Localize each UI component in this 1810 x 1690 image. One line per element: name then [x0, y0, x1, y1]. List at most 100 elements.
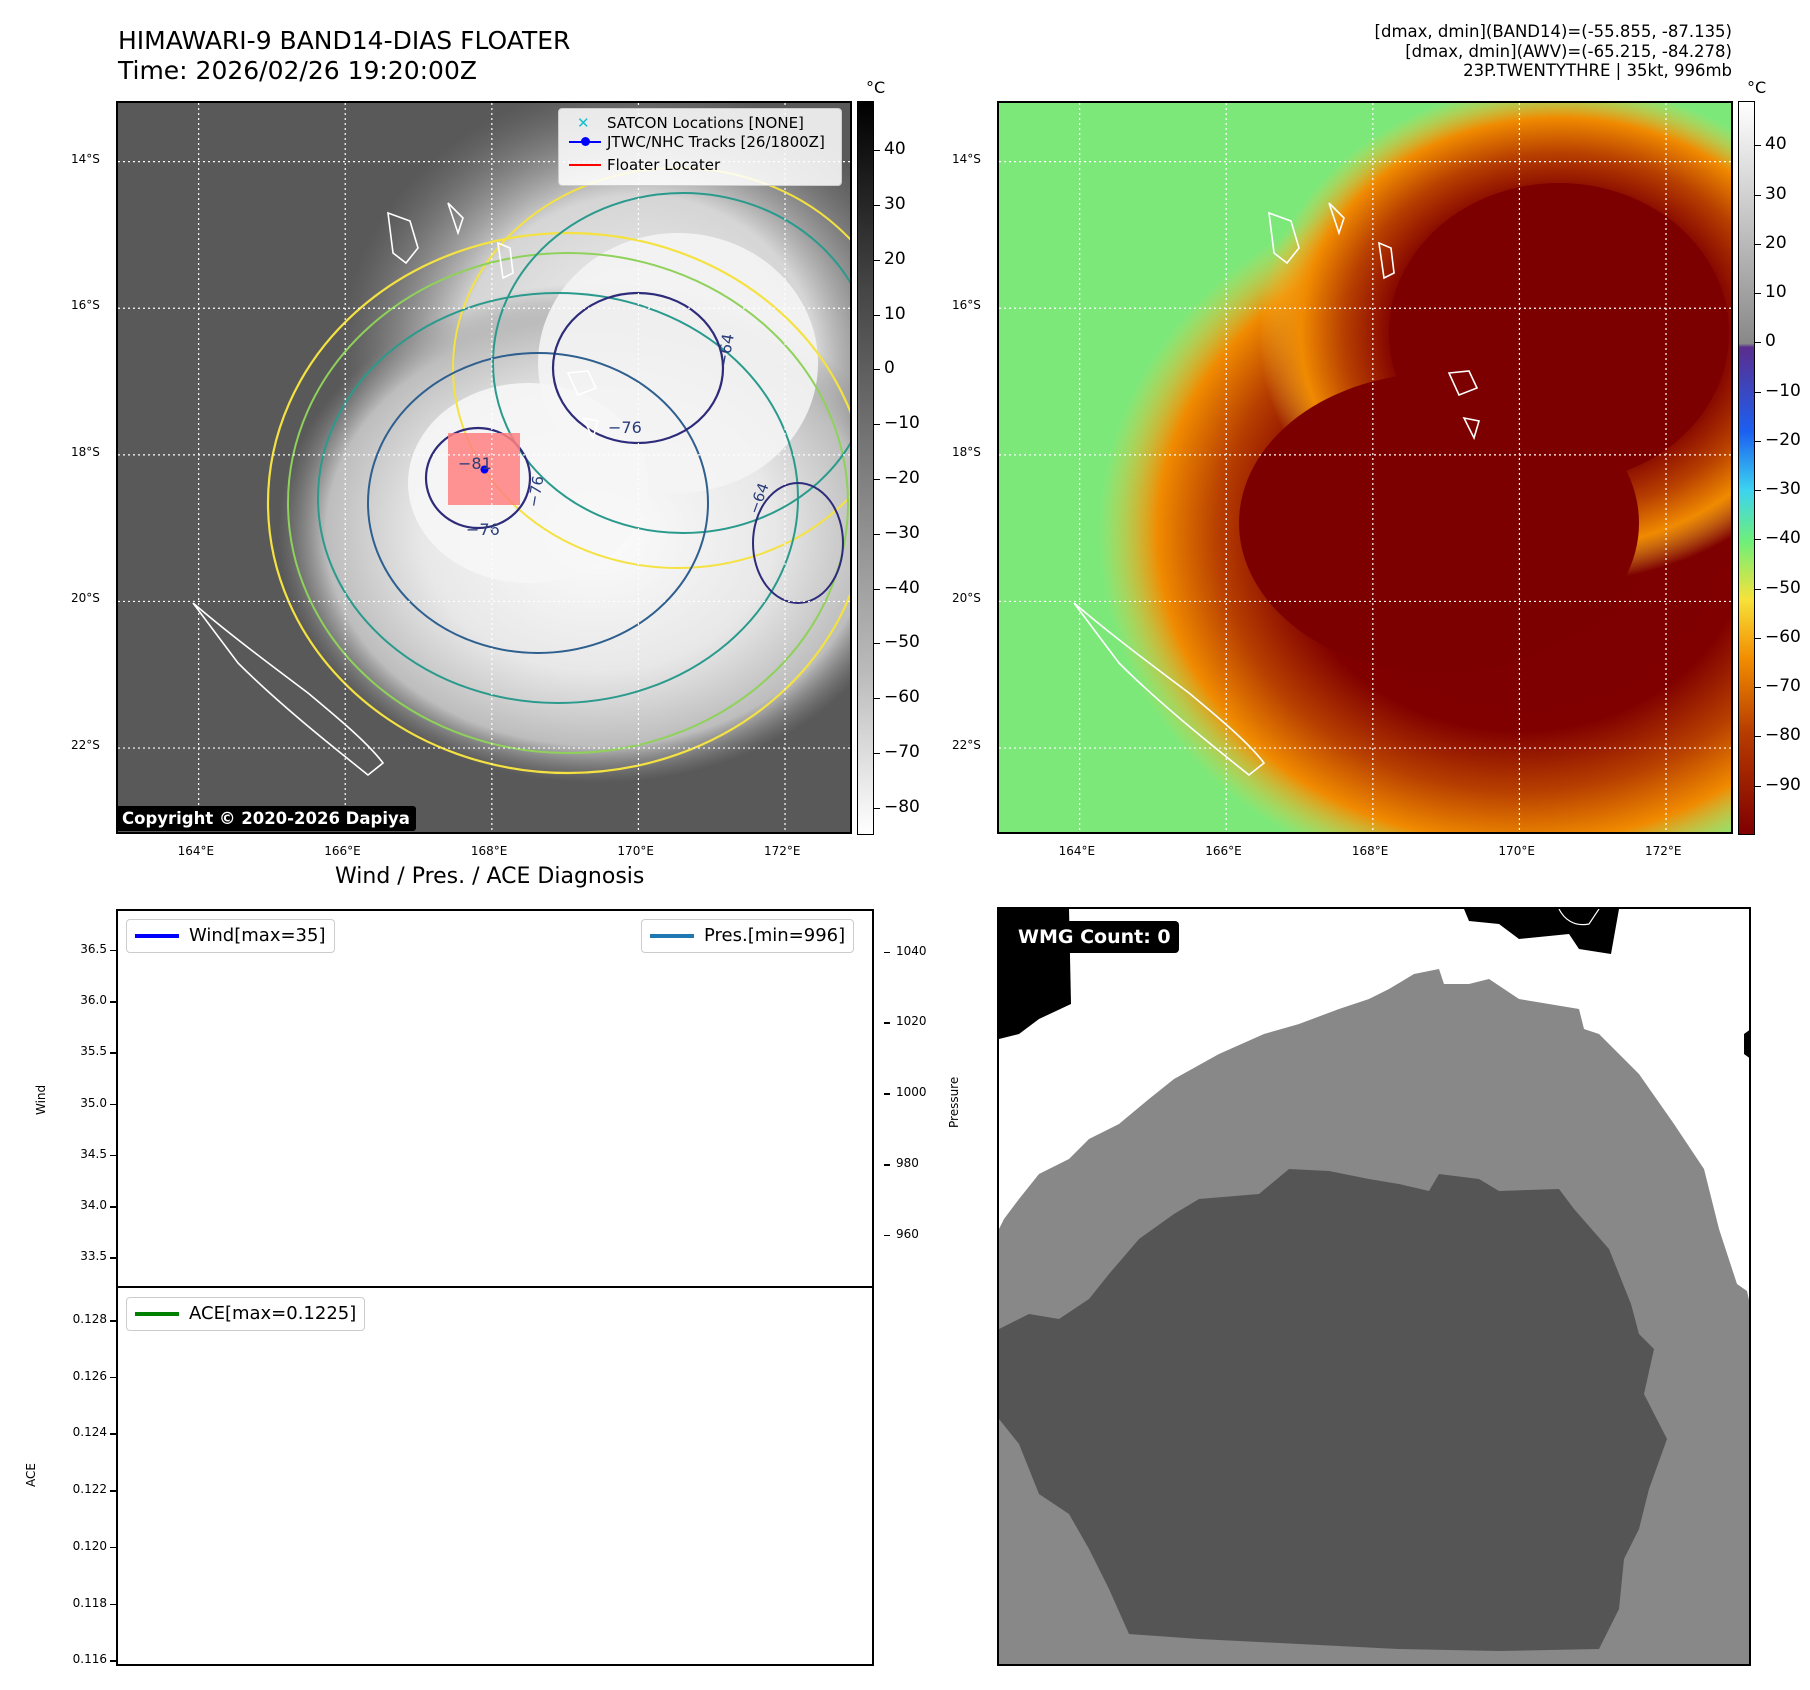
contour-green-outer: [287, 252, 849, 754]
colorbar-tick-mark: [1755, 736, 1761, 738]
colorbar-tick-label: −80: [884, 796, 920, 817]
lon-tick-label: 164°E: [177, 844, 215, 858]
contour-blue-central: [367, 352, 709, 654]
colorbar-tick-mark: [874, 588, 880, 590]
colorbar-tick-mark: [1755, 391, 1761, 393]
contour-navy-east: [752, 482, 844, 604]
colorbar-tick-mark: [1755, 687, 1761, 689]
colorbar-tick-mark: [1755, 588, 1761, 590]
wind-line-icon: [135, 934, 179, 938]
chart-title: HIMAWARI-9 BAND14-DIAS FLOATER Time: 2026…: [118, 26, 570, 86]
axis-tick-label: 34.5: [80, 1146, 107, 1161]
wmg-panel: [997, 907, 1751, 1666]
ace-line-icon: [135, 1312, 179, 1316]
colorbar-tick-label: 20: [884, 248, 906, 269]
colorbar-tick-mark: [874, 752, 880, 754]
axis-tick-mark: [110, 949, 116, 952]
contour-label: −76: [608, 418, 642, 437]
colorbar-tick-label: −20: [884, 467, 920, 488]
axis-tick-mark: [110, 1052, 116, 1054]
legend-floater: Floater Locater: [607, 156, 721, 174]
legend-satcon: SATCON Locations [NONE]: [607, 114, 804, 132]
axis-tick-mark: [110, 1546, 116, 1549]
contour-label: −81: [458, 454, 492, 473]
wind-legend: Wind[max=35]: [126, 919, 335, 953]
axis-tick-label: 35.5: [80, 1044, 107, 1059]
colorbar-tick-label: −70: [1765, 676, 1801, 697]
lat-tick-label: 14°S: [71, 151, 100, 166]
colorbar-tick-label: −50: [884, 632, 920, 653]
lon-tick-label: 172°E: [1645, 844, 1682, 858]
colorbar-tick-label: −30: [884, 522, 920, 543]
axis-tick-mark: [110, 1001, 116, 1003]
ir-legend: ✕ SATCON Locations [NONE] JTWC/NHC Track…: [558, 108, 842, 186]
wmg-coastline: [1558, 909, 1600, 926]
lon-tick-label: 166°E: [1205, 844, 1242, 858]
colorbar-tick-label: −40: [1765, 528, 1801, 549]
colorbar-tick-label: 30: [1765, 183, 1787, 204]
chart-title-time: Time: 2026/02/26 19:20:00Z: [118, 56, 477, 85]
axis-tick-label: 1040: [896, 943, 927, 958]
colorbar-tick-mark: [874, 698, 880, 700]
colorbar-tick-label: −60: [884, 687, 920, 708]
awv-gridlines: [999, 103, 1731, 832]
axis-tick-mark: [110, 1376, 116, 1379]
axis-tick-label: 1000: [896, 1085, 927, 1100]
axis-tick-mark: [110, 1103, 116, 1106]
colorbar-tick-mark: [1755, 293, 1761, 295]
lon-tick-label: 166°E: [324, 844, 361, 858]
lat-tick-label: 18°S: [71, 444, 100, 459]
colorbar-tick-mark: [1755, 637, 1761, 639]
axis-tick-label: 35.0: [80, 1095, 107, 1110]
awv-colorbar-unit: °C: [1747, 78, 1767, 97]
colorbar-tick-mark: [1755, 490, 1761, 492]
colorbar-tick-label: −70: [884, 741, 920, 762]
colorbar-tick-label: −80: [1765, 725, 1801, 746]
chart-title-line1: HIMAWARI-9 BAND14-DIAS FLOATER: [118, 26, 571, 55]
contour-label: −76: [466, 520, 500, 539]
colorbar-tick-label: 40: [1765, 134, 1787, 155]
ir-gridlines: [118, 103, 850, 832]
colorbar-tick-mark: [874, 314, 880, 316]
awv-colorbar: [1738, 101, 1755, 835]
lon-tick-label: 168°E: [1351, 844, 1389, 858]
lat-tick-label: 16°S: [952, 298, 981, 313]
axis-tick-label: 960: [896, 1226, 919, 1241]
wmg-canvas: [999, 909, 1749, 1664]
colorbar-tick-mark: [874, 424, 880, 426]
coastline-vanuatu: [387, 202, 600, 441]
axis-tick-mark: [884, 1164, 890, 1166]
colorbar-tick-label: −40: [884, 577, 920, 598]
colorbar-tick-mark: [874, 807, 880, 809]
band14-range: [dmax, dmin](BAND14)=(-55.855, -87.135): [1374, 22, 1732, 41]
floater-line-icon: [569, 164, 601, 166]
wind-pressure-plot: [116, 909, 874, 1288]
pressure-legend-label: Pres.[min=996]: [704, 925, 846, 946]
axis-tick-label: 0.116: [72, 1652, 107, 1667]
axis-tick-label: 33.5: [80, 1249, 107, 1264]
axis-tick-label: 0.124: [72, 1425, 107, 1440]
coastline-vanuatu: [1268, 202, 1481, 441]
axis-tick-mark: [884, 951, 890, 953]
contour-yellow-outer: [266, 231, 850, 775]
diagnosis-title: Wind / Pres. / ACE Diagnosis: [335, 864, 645, 889]
lon-tick-label: 170°E: [617, 844, 654, 858]
axis-tick-mark: [110, 1154, 116, 1157]
wmg-black-region-e: [1744, 1030, 1749, 1058]
copyright-badge: Copyright © 2020-2026 Dapiya: [116, 806, 416, 831]
colorbar-tick-label: 40: [884, 139, 906, 160]
coastline-new-caledonia: [1073, 602, 1266, 777]
axis-tick-label: 0.120: [72, 1538, 107, 1553]
ir-map-panel: −64 −76 −81 −76 −64 −76: [116, 101, 852, 834]
colorbar-tick-label: −50: [1765, 577, 1801, 598]
contour-label: −76: [524, 474, 547, 508]
chart-metadata: [dmax, dmin](BAND14)=(-55.855, -87.135) …: [1375, 22, 1732, 81]
colorbar-tick-mark: [1755, 440, 1761, 442]
colorbar-tick-label: 10: [884, 303, 906, 324]
satcon-marker-icon: ✕: [577, 114, 590, 132]
colorbar-tick-label: 10: [1765, 282, 1787, 303]
colorbar-tick-label: −30: [1765, 479, 1801, 500]
ir-map-canvas: −64 −76 −81 −76 −64 −76: [118, 103, 850, 832]
colorbar-tick-label: −10: [1765, 380, 1801, 401]
axis-tick-label: 36.5: [80, 941, 107, 956]
